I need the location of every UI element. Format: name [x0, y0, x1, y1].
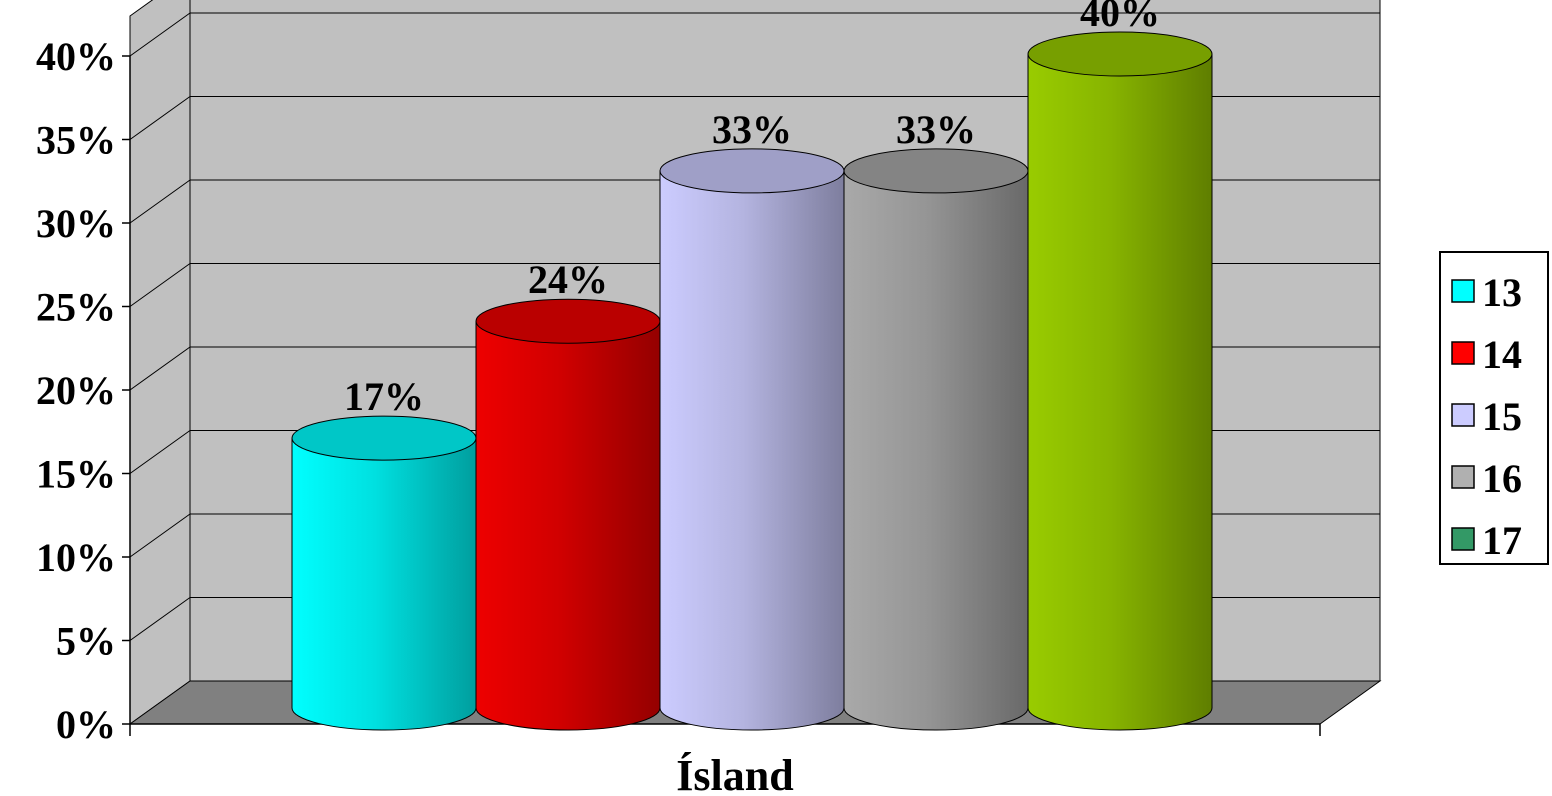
bar-top	[475, 298, 661, 344]
data-label: 24%	[528, 257, 608, 302]
y-tick-label: 5%	[56, 619, 116, 664]
bar-15	[659, 148, 845, 731]
gridline-side	[129, 12, 191, 57]
bar-body	[475, 320, 661, 731]
bar-16	[843, 148, 1029, 731]
legend-label: 17	[1482, 518, 1522, 563]
bars	[291, 31, 1213, 731]
bar-top	[291, 415, 477, 461]
gridline-side	[129, 96, 191, 140]
legend-swatch	[1451, 279, 1475, 303]
bar-top	[843, 148, 1029, 194]
data-label: 40%	[1080, 0, 1160, 35]
y-tick-label: 20%	[36, 368, 116, 413]
y-tick-label: 35%	[36, 118, 116, 163]
y-tick-label: 0%	[56, 702, 116, 747]
legend-label: 13	[1482, 270, 1522, 315]
data-labels: 17% 24% 33% 33% 40%	[344, 0, 1160, 419]
category-label: Ísland	[676, 751, 793, 796]
bar-17	[1027, 31, 1213, 731]
bar-body	[843, 170, 1029, 731]
legend-item-15: 15	[1451, 394, 1522, 439]
legend-item-16: 16	[1451, 456, 1522, 501]
bar-body	[659, 170, 845, 731]
y-tick-label: 25%	[36, 285, 116, 330]
legend-item-17: 17	[1451, 518, 1522, 563]
bar-top	[659, 148, 845, 194]
bar-top	[1027, 31, 1213, 77]
legend-swatch	[1451, 341, 1475, 365]
y-tick-label: 10%	[36, 535, 116, 580]
legend-swatch	[1451, 465, 1475, 489]
gridline-side	[129, 179, 191, 224]
y-tick-label: 30%	[36, 201, 116, 246]
legend-swatch	[1451, 527, 1475, 551]
gridline-side	[129, 430, 191, 474]
legend-label: 14	[1482, 332, 1522, 377]
bar-13	[291, 415, 477, 731]
data-label: 17%	[344, 374, 424, 419]
legend-swatch	[1451, 403, 1475, 427]
bar-body	[1027, 53, 1213, 731]
gridline-side	[129, 513, 191, 558]
y-tick-label: 40%	[36, 34, 116, 79]
y-tick-label: 15%	[36, 452, 116, 497]
legend: 13 14 15 16 17	[1439, 251, 1549, 565]
gridline-side	[129, 597, 191, 641]
bar-14	[475, 298, 661, 731]
gridline-side	[129, 263, 191, 307]
legend-label: 16	[1482, 456, 1522, 501]
gridline-side	[129, 346, 191, 391]
bar-body	[291, 437, 477, 731]
data-label: 33%	[896, 107, 976, 152]
legend-item-13: 13	[1451, 270, 1522, 315]
side-wall	[129, 0, 191, 725]
legend-label: 15	[1482, 394, 1522, 439]
data-label: 33%	[712, 107, 792, 152]
legend-item-14: 14	[1451, 332, 1522, 377]
